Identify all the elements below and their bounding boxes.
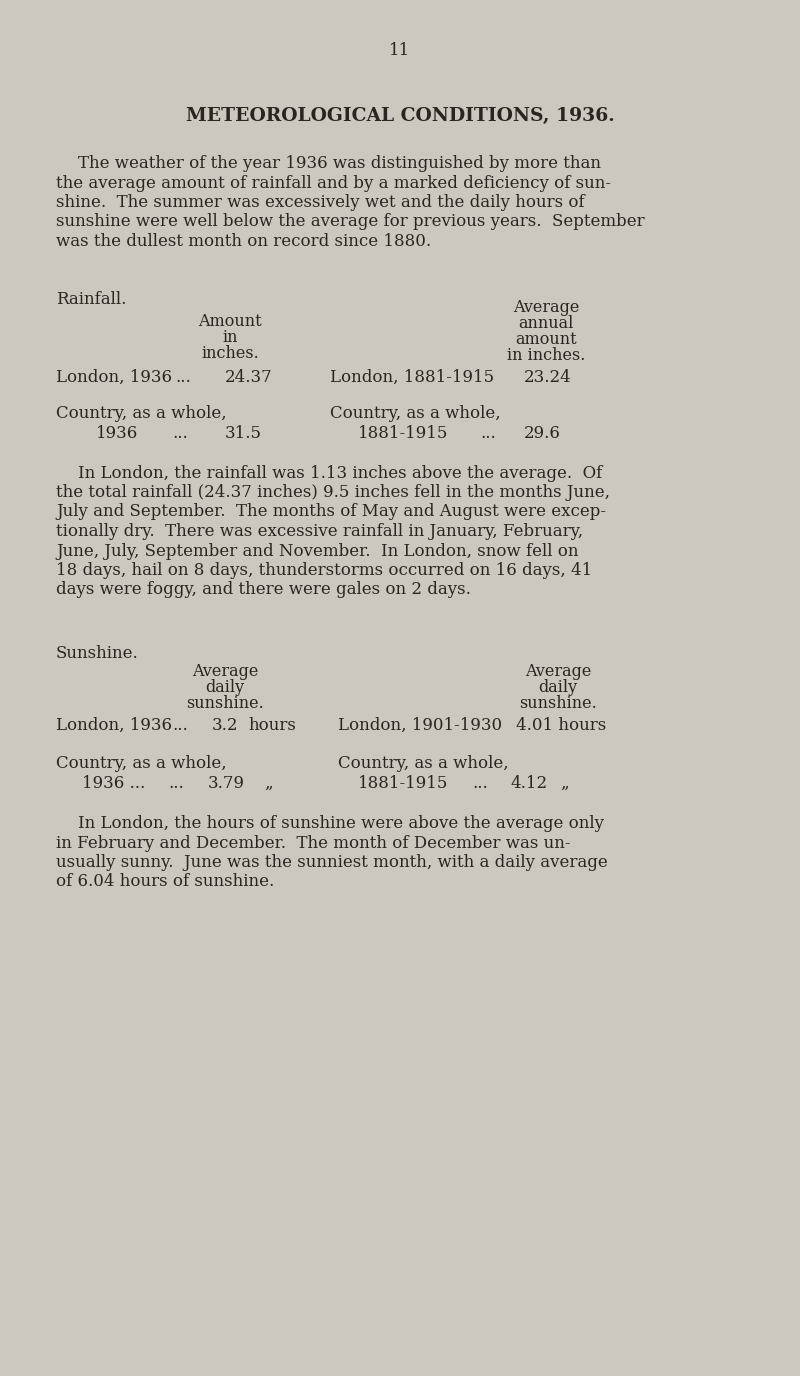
Text: Amount: Amount — [198, 312, 262, 329]
Text: 1936: 1936 — [96, 425, 138, 442]
Text: London, 1881-1915: London, 1881-1915 — [330, 369, 494, 385]
Text: Country, as a whole,: Country, as a whole, — [56, 755, 226, 772]
Text: ...: ... — [172, 717, 188, 733]
Text: daily: daily — [538, 678, 578, 696]
Text: annual: annual — [518, 315, 574, 332]
Text: ...: ... — [480, 425, 496, 442]
Text: sunshine.: sunshine. — [186, 695, 264, 711]
Text: In London, the rainfall was 1.13 inches above the average.  Of: In London, the rainfall was 1.13 inches … — [78, 465, 602, 482]
Text: Country, as a whole,: Country, as a whole, — [56, 405, 226, 421]
Text: 3.2: 3.2 — [212, 717, 238, 733]
Text: 24.37: 24.37 — [225, 369, 273, 385]
Text: METEOROLOGICAL CONDITIONS, 1936.: METEOROLOGICAL CONDITIONS, 1936. — [186, 107, 614, 125]
Text: Sunshine.: Sunshine. — [56, 645, 138, 662]
Text: Country, as a whole,: Country, as a whole, — [338, 755, 509, 772]
Text: sunshine were well below the average for previous years.  September: sunshine were well below the average for… — [56, 213, 645, 231]
Text: London, 1901-1930: London, 1901-1930 — [338, 717, 502, 733]
Text: hours: hours — [248, 717, 296, 733]
Text: 11: 11 — [390, 43, 410, 59]
Text: tionally dry.  There was excessive rainfall in January, February,: tionally dry. There was excessive rainfa… — [56, 523, 583, 539]
Text: Country, as a whole,: Country, as a whole, — [330, 405, 501, 421]
Text: in inches.: in inches. — [507, 347, 585, 363]
Text: 1936 ...: 1936 ... — [82, 775, 146, 793]
Text: „: „ — [264, 775, 273, 793]
Text: July and September.  The months of May and August were excep-: July and September. The months of May an… — [56, 504, 606, 520]
Text: London, 1936: London, 1936 — [56, 369, 172, 385]
Text: of 6.04 hours of sunshine.: of 6.04 hours of sunshine. — [56, 874, 274, 890]
Text: ...: ... — [172, 425, 188, 442]
Text: Average: Average — [513, 299, 579, 315]
Text: 1881-1915: 1881-1915 — [358, 425, 448, 442]
Text: Average: Average — [525, 663, 591, 680]
Text: shine.  The summer was excessively wet and the daily hours of: shine. The summer was excessively wet an… — [56, 194, 585, 211]
Text: 1881-1915: 1881-1915 — [358, 775, 448, 793]
Text: the total rainfall (24.37 inches) 9.5 inches fell in the months June,: the total rainfall (24.37 inches) 9.5 in… — [56, 484, 610, 501]
Text: 3.79: 3.79 — [208, 775, 245, 793]
Text: the average amount of rainfall and by a marked deficiency of sun-: the average amount of rainfall and by a … — [56, 175, 611, 191]
Text: was the dullest month on record since 1880.: was the dullest month on record since 18… — [56, 233, 431, 250]
Text: in February and December.  The month of December was un-: in February and December. The month of D… — [56, 834, 570, 852]
Text: London, 1936: London, 1936 — [56, 717, 172, 733]
Text: The weather of the year 1936 was distinguished by more than: The weather of the year 1936 was disting… — [78, 155, 601, 172]
Text: 4.01 hours: 4.01 hours — [516, 717, 606, 733]
Text: in: in — [222, 329, 238, 345]
Text: In London, the hours of sunshine were above the average only: In London, the hours of sunshine were ab… — [78, 815, 604, 832]
Text: 18 days, hail on 8 days, thunderstorms occurred on 16 days, 41: 18 days, hail on 8 days, thunderstorms o… — [56, 561, 592, 579]
Text: 4.12: 4.12 — [510, 775, 547, 793]
Text: ...: ... — [472, 775, 488, 793]
Text: ...: ... — [168, 775, 184, 793]
Text: usually sunny.  June was the sunniest month, with a daily average: usually sunny. June was the sunniest mon… — [56, 854, 608, 871]
Text: days were foggy, and there were gales on 2 days.: days were foggy, and there were gales on… — [56, 582, 471, 599]
Text: 23.24: 23.24 — [524, 369, 572, 385]
Text: inches.: inches. — [201, 344, 259, 362]
Text: Rainfall.: Rainfall. — [56, 290, 126, 307]
Text: „: „ — [560, 775, 569, 793]
Text: daily: daily — [206, 678, 245, 696]
Text: ...: ... — [175, 369, 190, 385]
Text: sunshine.: sunshine. — [519, 695, 597, 711]
Text: 31.5: 31.5 — [225, 425, 262, 442]
Text: amount: amount — [515, 330, 577, 348]
Text: 29.6: 29.6 — [524, 425, 561, 442]
Text: June, July, September and November.  In London, snow fell on: June, July, September and November. In L… — [56, 542, 578, 560]
Text: Average: Average — [192, 663, 258, 680]
